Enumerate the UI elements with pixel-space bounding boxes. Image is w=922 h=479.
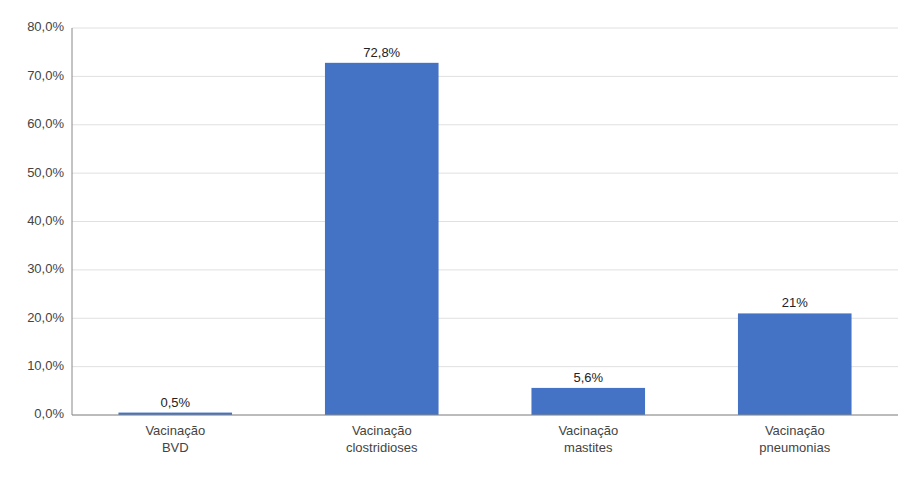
data-labels: 0,5% 72,8% 5,6% 21% — [160, 45, 808, 410]
y-axis-line — [72, 28, 73, 415]
grid-line — [72, 221, 898, 222]
chart-container: 0,0% 10,0% 20,0% 30,0% 40,0% 50,0% 60,0% 70,0% 8… — [0, 0, 922, 479]
x-tick-label: Vacinaçãoclostridioses — [346, 423, 418, 455]
bar — [325, 63, 439, 415]
grid-line — [72, 269, 898, 270]
x-tick-label: Vacinaçãomastites — [558, 423, 618, 455]
bar — [531, 388, 645, 415]
data-label: 21% — [782, 295, 808, 310]
x-tick-label: Vacinaçãopneumonias — [759, 423, 830, 455]
y-tick-label: 30,0% — [27, 261, 64, 276]
y-tick-label: 70,0% — [27, 68, 64, 83]
grid-line — [72, 415, 898, 416]
data-label: 72,8% — [363, 45, 400, 60]
bars — [118, 63, 851, 415]
y-tick-label: 20,0% — [27, 310, 64, 325]
y-axis: 0,0% 10,0% 20,0% 30,0% 40,0% 50,0% 60,0% 70,0% 8… — [27, 19, 64, 421]
y-grid — [72, 28, 898, 415]
grid-line — [72, 28, 898, 29]
x-axis-line — [72, 415, 898, 416]
x-tick-label: VacinaçãoBVD — [145, 423, 205, 455]
data-label: 5,6% — [573, 370, 603, 385]
data-label: 0,5% — [160, 395, 190, 410]
y-tick-label: 60,0% — [27, 116, 64, 131]
chart-svg: 0,0% 10,0% 20,0% 30,0% 40,0% 50,0% 60,0% 70,0% 8… — [0, 0, 922, 479]
grid-line — [72, 124, 898, 125]
grid-line — [72, 76, 898, 77]
y-tick-label: 0,0% — [34, 406, 64, 421]
y-tick-label: 40,0% — [27, 213, 64, 228]
y-tick-label: 50,0% — [27, 165, 64, 180]
grid-line — [72, 173, 898, 174]
y-tick-label: 10,0% — [27, 358, 64, 373]
x-axis: VacinaçãoBVD Vacinaçãoclostridioses Vacina… — [145, 423, 830, 455]
y-tick-label: 80,0% — [27, 19, 64, 34]
bar — [738, 313, 852, 415]
